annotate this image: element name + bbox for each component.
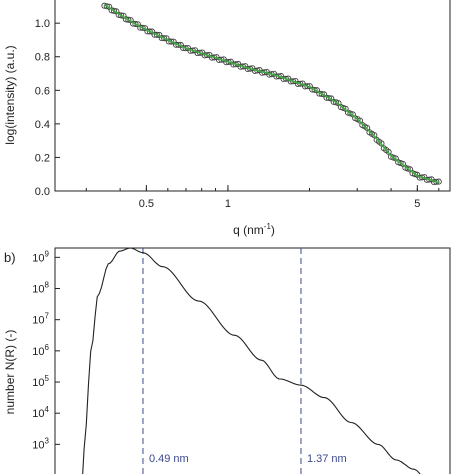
- x-tick-label: 5: [414, 198, 420, 210]
- data-point: [139, 24, 146, 31]
- data-point: [325, 95, 332, 102]
- fit-line: [103, 4, 440, 184]
- data-point: [297, 80, 304, 87]
- data-point: [304, 83, 311, 90]
- y-tick-label: 0.8: [35, 52, 50, 64]
- panel-b-label: b): [4, 250, 16, 265]
- data-point: [168, 38, 175, 45]
- data-point: [146, 28, 153, 35]
- annotation-label-0.49nm: 0.49 nm: [149, 453, 189, 465]
- y-tick-label: 107: [32, 312, 49, 327]
- data-point: [275, 73, 282, 80]
- data-point: [290, 78, 297, 85]
- panel-b-annotations: 0.49 nm 1.37 nm: [142, 248, 347, 474]
- data-point: [125, 16, 132, 23]
- y-tick-label: 108: [32, 281, 49, 296]
- data-point: [175, 41, 182, 48]
- data-point: [118, 12, 125, 19]
- panel-b-y-axis-label: number N(R) (-): [3, 330, 17, 415]
- panel-a: 0.0 0.2 0.4 0.6 0.8 1.0 0.5 1 5 log(intensity) …: [3, 0, 451, 237]
- y-tick-label: 106: [32, 343, 49, 358]
- y-tick-label: 1.0: [35, 18, 50, 30]
- data-point: [282, 75, 289, 82]
- distribution-line: [82, 247, 421, 474]
- annotation-label-1.37nm: 1.37 nm: [307, 453, 347, 465]
- data-point: [378, 140, 385, 147]
- data-point: [318, 90, 325, 98]
- y-tick-label: 0.0: [35, 186, 50, 198]
- data-point: [153, 31, 161, 38]
- x-tick-label: 0.5: [139, 198, 154, 210]
- data-point: [218, 56, 225, 63]
- panel-a-y-ticks: 0.0 0.2 0.4 0.6 0.8 1.0: [35, 18, 60, 198]
- data-point: [371, 132, 378, 139]
- y-tick-label: 109: [32, 249, 49, 264]
- panel-b-series: [82, 247, 421, 474]
- panel-a-frame: [54, 0, 451, 192]
- panel-b-y-ticks: 103 104 105 106 107 108 109: [32, 249, 60, 451]
- panel-a-x-ticks: 0.5 1 5: [85, 185, 440, 210]
- data-point: [161, 35, 168, 42]
- data-point: [385, 148, 392, 155]
- data-point: [182, 45, 189, 52]
- data-point: [103, 3, 110, 10]
- panel-a-x-axis-label: q (nm-1): [233, 222, 275, 237]
- panel-a-y-axis-label: log(intensity) (a.u.): [3, 45, 17, 144]
- y-tick-label: 103: [32, 436, 49, 451]
- panel-a-series: [101, 2, 442, 186]
- y-tick-label: 104: [32, 405, 49, 420]
- y-tick-label: 0.2: [35, 152, 50, 164]
- y-tick-label: 105: [32, 374, 49, 389]
- data-point: [311, 86, 318, 93]
- y-tick-label: 0.4: [35, 119, 50, 131]
- data-point: [132, 20, 139, 28]
- panel-b-frame: [54, 247, 451, 474]
- data-point: [110, 7, 118, 14]
- y-tick-label: 0.6: [35, 85, 50, 97]
- panel-b: b) 103 104 105 106 107 108 109 0.49 nm 1.37 nm…: [3, 247, 451, 474]
- x-tick-label: 1: [225, 198, 231, 210]
